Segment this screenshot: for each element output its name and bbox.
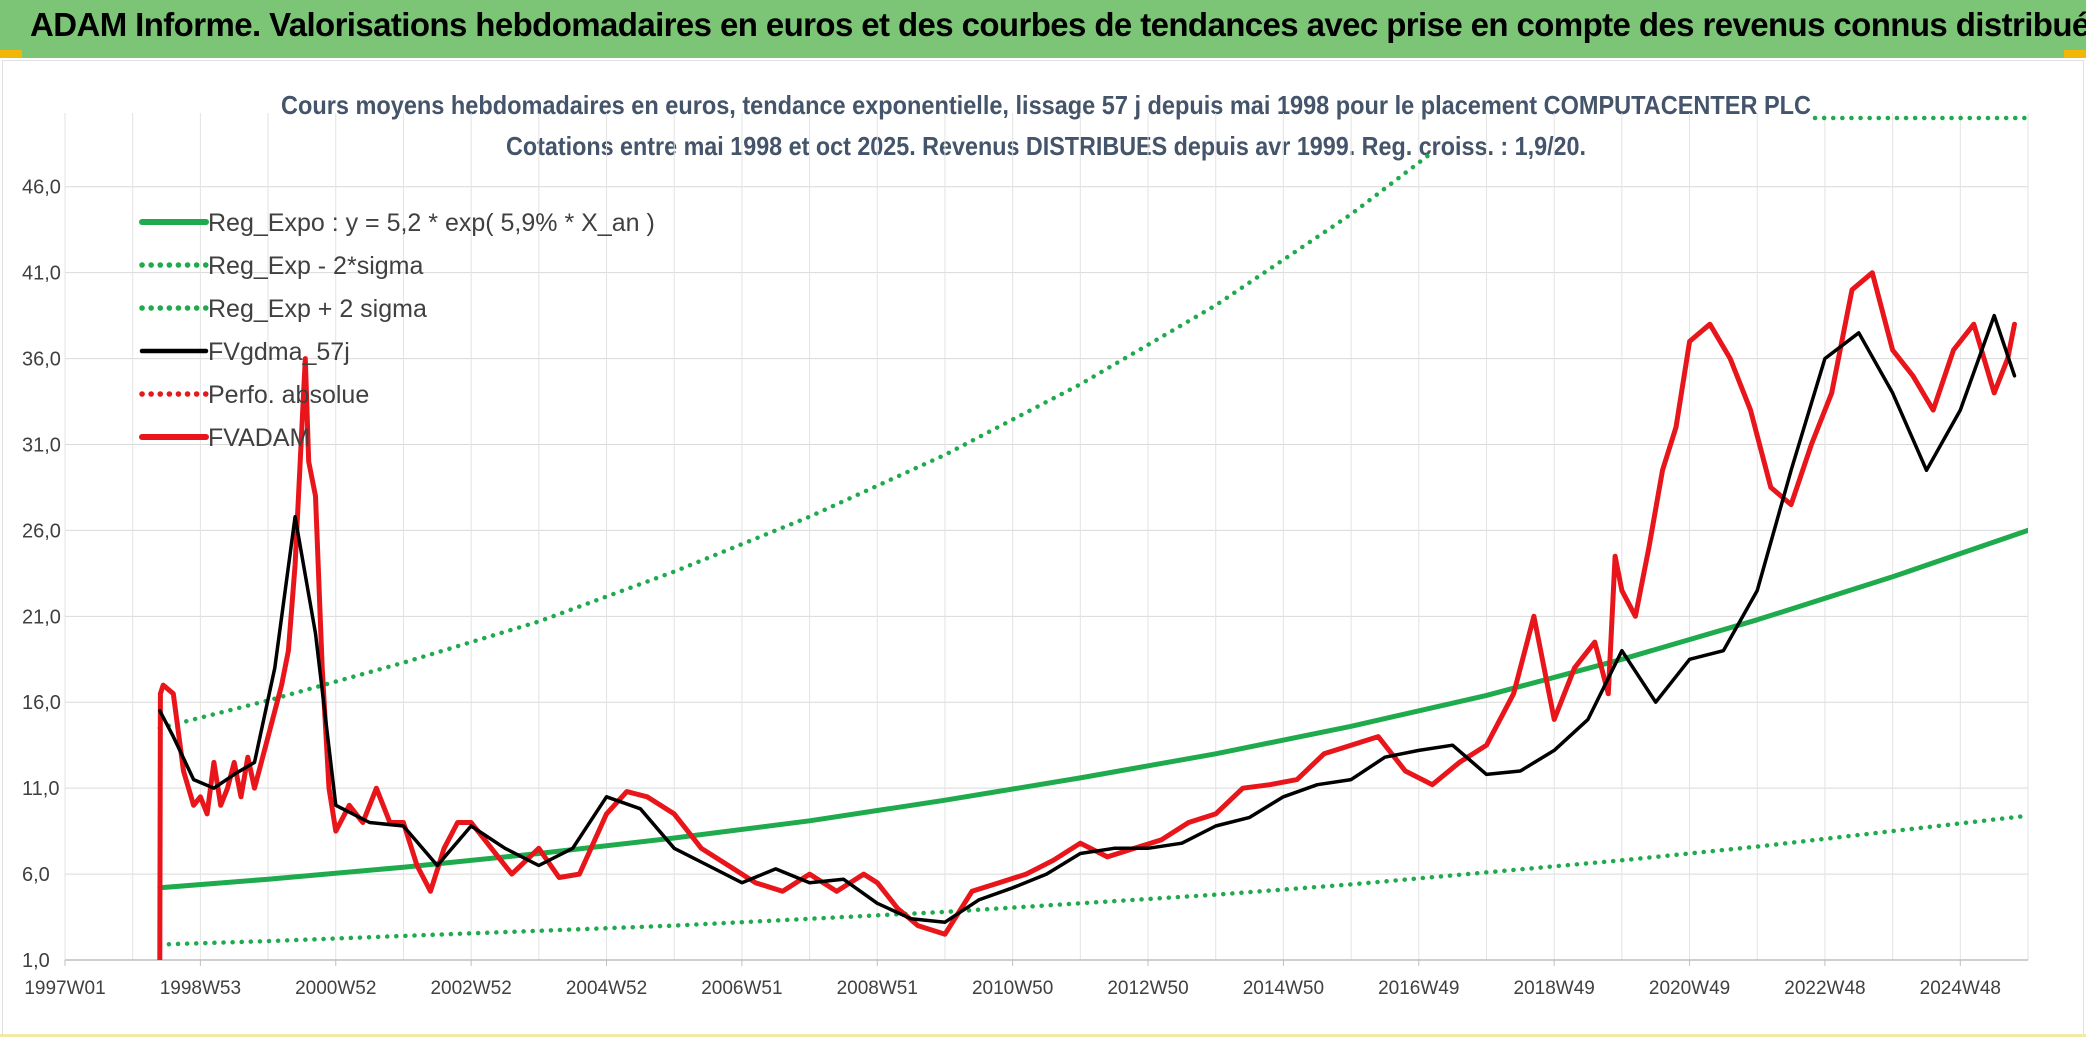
x-tick-label: 2024W48 <box>1920 978 2001 999</box>
y-tick-label: 6,0 <box>22 864 50 886</box>
y-tick-label: 1,0 <box>22 950 50 972</box>
x-tick-label: 2010W50 <box>972 978 1053 999</box>
x-tick-label: 2004W52 <box>566 978 647 999</box>
x-tick-label: 2006W51 <box>701 978 782 999</box>
legend-label: FVgdma_57j <box>208 338 350 366</box>
y-tick-label: 26,0 <box>22 520 61 542</box>
x-tick-label: 2008W51 <box>837 978 918 999</box>
y-tick-label: 21,0 <box>22 606 61 628</box>
y-tick-label: 41,0 <box>22 263 61 285</box>
legend-label: FVADAM <box>208 424 310 452</box>
x-tick-label: 1997W01 <box>24 978 105 999</box>
legend-label: Reg_Exp + 2 sigma <box>208 295 427 323</box>
series-line-5 <box>157 270 2017 960</box>
chart-subtitle: Cotations entre mai 1998 et oct 2025. Re… <box>506 131 1586 161</box>
x-tick-label: 2018W49 <box>1514 978 1595 999</box>
x-tick-label: 2002W52 <box>430 978 511 999</box>
y-tick-label: 31,0 <box>22 434 61 456</box>
legend-label: Reg_Expo : y = 5,2 * exp( 5,9% * X_an ) <box>208 209 655 237</box>
series-line-2 <box>157 150 1435 731</box>
x-tick-label: 2012W50 <box>1107 978 1188 999</box>
series-line-0 <box>157 527 2028 891</box>
x-tick-label: 2000W52 <box>295 978 376 999</box>
series-line-3 <box>158 313 2017 924</box>
y-tick-label: 46,0 <box>22 177 61 199</box>
corner-accent-left <box>0 50 22 58</box>
bottom-edge <box>0 1034 2086 1037</box>
x-tick-label: 2016W49 <box>1378 978 1459 999</box>
x-tick-label: 1998W53 <box>160 978 241 999</box>
series-line-1 <box>157 813 2028 947</box>
x-tick-label: 2014W50 <box>1243 978 1324 999</box>
page-title: ADAM Informe. Valorisations hebdomadaire… <box>30 6 2086 43</box>
y-tick-label: 16,0 <box>22 692 61 714</box>
chart-title: Cours moyens hebdomadaires en euros, ten… <box>281 90 1811 120</box>
y-tick-label: 36,0 <box>22 349 61 371</box>
legend-label: Reg_Exp - 2*sigma <box>208 252 423 280</box>
y-tick-label: 11,0 <box>22 778 59 800</box>
x-tick-label: 2022W48 <box>1784 978 1865 999</box>
legend-label: Perfo. absolue <box>208 381 369 409</box>
x-tick-label: 2020W49 <box>1649 978 1730 999</box>
corner-accent-right <box>2064 50 2086 58</box>
header-bar: ADAM Informe. Valorisations hebdomadaire… <box>0 0 2086 58</box>
